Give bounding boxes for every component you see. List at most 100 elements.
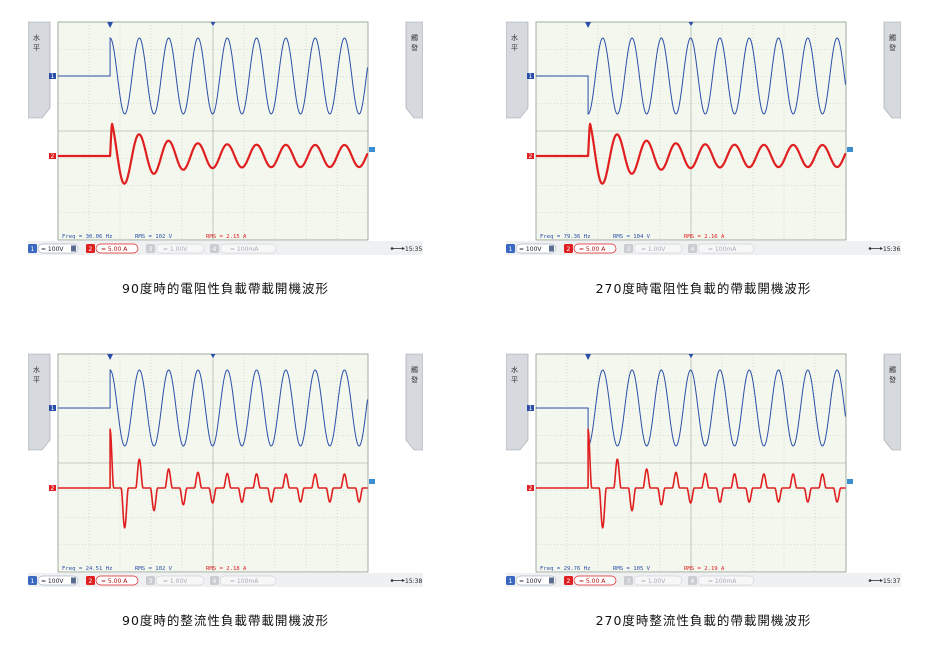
ch-right-marker-icon bbox=[847, 147, 853, 152]
ch1-badge[interactable] bbox=[28, 244, 37, 253]
scope-screen: 水平 觸發 1 2 Freq = 30.06 Hz RMS = 102 V RMS = 2.… bbox=[28, 18, 423, 258]
ch3-badge-label: 3 bbox=[149, 246, 153, 253]
voltage-trace bbox=[58, 37, 368, 115]
horizontal-menu-tab[interactable] bbox=[28, 21, 51, 119]
ch3-scale-value: = 1.00V bbox=[163, 578, 188, 585]
trigger-menu-tab[interactable] bbox=[883, 353, 901, 451]
ch3-scale-value: = 1.00V bbox=[641, 246, 666, 253]
ch4-badge[interactable] bbox=[210, 244, 219, 253]
trigger-menu-label: 發 bbox=[889, 375, 896, 384]
trigger-position-icon bbox=[585, 354, 592, 360]
ch4-badge[interactable] bbox=[688, 576, 697, 585]
ch3-scale-field[interactable] bbox=[155, 243, 205, 254]
ch1-badge[interactable] bbox=[506, 576, 515, 585]
horizontal-menu-tab[interactable] bbox=[506, 21, 529, 119]
current-trace bbox=[58, 122, 369, 185]
ch4-scale-field[interactable] bbox=[219, 243, 277, 254]
ch4-scale-field[interactable] bbox=[219, 575, 277, 586]
ch2-marker-icon bbox=[49, 485, 56, 491]
ch2-scale-field[interactable] bbox=[95, 575, 139, 586]
ch2-badge-label: 2 bbox=[89, 246, 93, 253]
ch2-badge[interactable] bbox=[86, 244, 95, 253]
ch1-badge[interactable] bbox=[506, 244, 515, 253]
ch1-marker-icon bbox=[49, 73, 56, 79]
horizontal-menu-tab[interactable] bbox=[28, 353, 51, 451]
voltage-trace bbox=[58, 369, 368, 447]
horizontal-menu-label: 水 bbox=[33, 33, 40, 42]
oscilloscope-display: 水平 觸發 1 2 Freq = 29.76 Hz RMS = 105 V RMS = 2.… bbox=[506, 353, 901, 587]
scope-screen: 水平 觸發 1 2 Freq = 79.36 Hz RMS = 104 V RMS = 2.… bbox=[506, 18, 901, 258]
scope-panel-90-rectifier: 水平 觸發 1 2 Freq = 24.51 Hz RMS = 102 V RMS = 2.… bbox=[28, 350, 423, 660]
ch2-scale-value: = 5.00 A bbox=[101, 578, 128, 585]
ch3-scale-field[interactable] bbox=[633, 243, 683, 254]
ch2-scale-field[interactable] bbox=[573, 575, 617, 586]
rms-current-readout: RMS = 2.19 A bbox=[684, 566, 725, 572]
ch1-marker-label: 1 bbox=[529, 73, 533, 80]
usb-icon bbox=[390, 247, 405, 250]
usb-icon bbox=[390, 579, 405, 582]
usb-icon bbox=[868, 579, 883, 582]
ch2-marker-label: 2 bbox=[51, 485, 55, 492]
bandwidth-icon bbox=[71, 245, 76, 252]
rms-current-readout: RMS = 2.18 A bbox=[206, 566, 247, 572]
freq-readout: Freq = 24.51 Hz bbox=[62, 566, 113, 572]
ch2-scale-value: = 5.00 A bbox=[579, 578, 606, 585]
ch3-badge[interactable] bbox=[624, 576, 633, 585]
rms-voltage-readout: RMS = 104 V bbox=[613, 234, 651, 240]
ch1-scale-field[interactable] bbox=[37, 243, 79, 254]
ch1-marker-icon bbox=[527, 73, 534, 79]
ch2-badge[interactable] bbox=[564, 244, 573, 253]
freq-readout: Freq = 30.06 Hz bbox=[62, 234, 113, 240]
ch4-scale-value: = 100mA bbox=[230, 578, 259, 585]
ch1-scale-field[interactable] bbox=[37, 575, 79, 586]
ch3-scale-field[interactable] bbox=[633, 575, 683, 586]
trigger-marker-icon bbox=[210, 22, 216, 26]
ch2-scale-field[interactable] bbox=[573, 243, 617, 254]
ch2-marker-icon bbox=[49, 153, 56, 159]
current-trace bbox=[58, 428, 368, 529]
trigger-menu-tab[interactable] bbox=[883, 21, 901, 119]
voltage-trace bbox=[536, 369, 846, 447]
ch4-badge[interactable] bbox=[688, 244, 697, 253]
bandwidth-icon bbox=[71, 577, 76, 584]
trigger-menu-label: 觸 bbox=[411, 365, 418, 374]
panel-caption: 270度時整流性負載的帶載開機波形 bbox=[595, 613, 812, 628]
trigger-position-icon bbox=[585, 22, 592, 28]
ch2-marker-label: 2 bbox=[529, 153, 533, 160]
ch4-badge[interactable] bbox=[210, 576, 219, 585]
horizontal-menu-tab[interactable] bbox=[506, 353, 529, 451]
rms-voltage-readout: RMS = 102 V bbox=[135, 566, 173, 572]
ch2-badge[interactable] bbox=[86, 576, 95, 585]
ch4-scale-field[interactable] bbox=[697, 243, 755, 254]
ch2-marker-label: 2 bbox=[529, 485, 533, 492]
ch1-badge[interactable] bbox=[28, 576, 37, 585]
ch3-badge[interactable] bbox=[146, 244, 155, 253]
ch4-badge-label: 4 bbox=[213, 246, 217, 253]
rms-current-readout: RMS = 2.16 A bbox=[684, 234, 725, 240]
clock-time: 15:37 bbox=[883, 578, 900, 585]
ch1-marker-icon bbox=[527, 405, 534, 411]
ch3-badge[interactable] bbox=[146, 576, 155, 585]
panel-caption: 270度時電阻性負載的帶載開機波形 bbox=[595, 281, 812, 296]
ch2-badge[interactable] bbox=[564, 576, 573, 585]
ch4-badge-label: 4 bbox=[213, 578, 217, 585]
trigger-position-icon bbox=[107, 354, 114, 360]
ch2-scale-value: = 5.00 A bbox=[579, 246, 606, 253]
horizontal-menu-label: 平 bbox=[33, 44, 40, 52]
ch1-scale-field[interactable] bbox=[515, 575, 557, 586]
ch2-scale-field[interactable] bbox=[95, 243, 139, 254]
ch3-badge-label: 3 bbox=[627, 578, 631, 585]
trigger-menu-tab[interactable] bbox=[405, 21, 423, 119]
ch3-badge[interactable] bbox=[624, 244, 633, 253]
trigger-menu-tab[interactable] bbox=[405, 353, 423, 451]
ch1-scale-field[interactable] bbox=[515, 243, 557, 254]
ch4-scale-field[interactable] bbox=[697, 575, 755, 586]
trigger-menu-label: 觸 bbox=[889, 33, 896, 42]
ch1-scale-value: = 100V bbox=[41, 246, 64, 253]
ch3-scale-field[interactable] bbox=[155, 575, 205, 586]
ch2-marker-icon bbox=[527, 485, 534, 491]
ch1-scale-value: = 100V bbox=[41, 578, 64, 585]
ch-right-marker-icon bbox=[369, 147, 375, 152]
horizontal-menu-label: 平 bbox=[511, 376, 518, 384]
ch4-badge-label: 4 bbox=[691, 246, 695, 253]
